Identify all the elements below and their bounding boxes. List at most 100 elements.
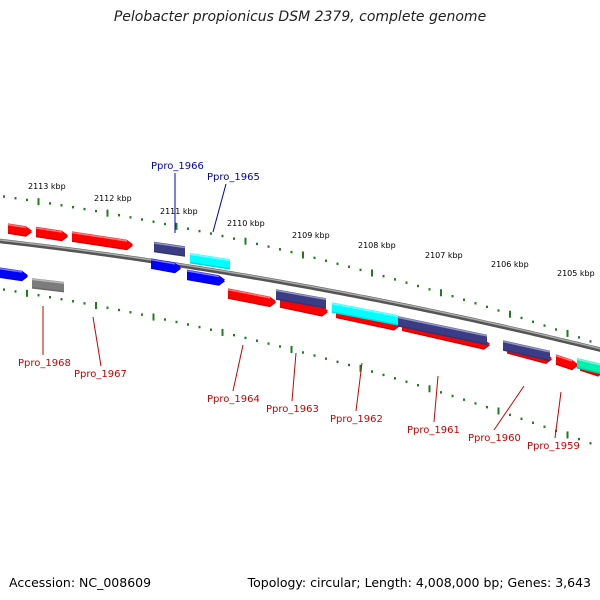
scale-tick-minor bbox=[221, 234, 224, 238]
scale-tick-minor bbox=[267, 342, 270, 345]
scale-tick-minor bbox=[474, 402, 477, 405]
scale-tick-minor bbox=[451, 394, 454, 398]
gene-red-fwd[interactable] bbox=[71, 231, 133, 251]
gene-label[interactable]: Ppro_1961 bbox=[407, 425, 460, 436]
scale-tick-major bbox=[37, 198, 40, 206]
scale-tick-minor bbox=[141, 218, 143, 221]
backbone-highlight bbox=[0, 239, 600, 350]
gene-body bbox=[503, 340, 550, 360]
kbp-label: 2112 kbp bbox=[94, 194, 132, 203]
scale-tick-minor bbox=[26, 198, 28, 202]
gene-highlight bbox=[186, 270, 220, 278]
scale-tick-minor bbox=[382, 373, 385, 377]
scale-tick-minor bbox=[256, 242, 258, 246]
scale-tick-minor bbox=[106, 306, 109, 309]
scale-tick-minor bbox=[175, 320, 178, 324]
gene-red-fwd[interactable] bbox=[35, 226, 68, 242]
scale-tick-major bbox=[152, 313, 155, 321]
gene-ppro-1964[interactable] bbox=[227, 288, 276, 308]
scale-tick-minor bbox=[244, 336, 247, 340]
gene-body bbox=[36, 226, 68, 240]
leader-line bbox=[355, 362, 363, 412]
gene-red-rev[interactable] bbox=[555, 354, 578, 371]
gene-ppro-1960[interactable] bbox=[502, 340, 551, 362]
gene-label[interactable]: Ppro_1965 bbox=[207, 172, 260, 183]
gene-label[interactable]: Ppro_1968 bbox=[18, 358, 71, 369]
scale-tick-major bbox=[566, 431, 569, 439]
scale-tick-minor bbox=[14, 197, 17, 200]
scale-tick-minor bbox=[83, 207, 86, 211]
gene-label[interactable]: Ppro_1966 bbox=[151, 161, 204, 172]
scale-tick-minor bbox=[72, 205, 74, 209]
gene-ppro-1966[interactable] bbox=[153, 241, 186, 257]
gene-highlight bbox=[275, 289, 327, 301]
gene-label[interactable]: Ppro_1964 bbox=[207, 394, 260, 405]
scale-tick-minor bbox=[49, 296, 51, 299]
gene-highlight bbox=[71, 231, 128, 242]
scale-tick-major bbox=[566, 329, 569, 337]
gene-ppro-1962[interactable] bbox=[331, 302, 399, 326]
scale-tick-minor bbox=[164, 222, 166, 226]
gene-highlight bbox=[0, 267, 23, 273]
scale-tick-minor bbox=[210, 232, 212, 235]
scale-tick-minor bbox=[348, 363, 350, 367]
scale-tick-major bbox=[175, 222, 178, 230]
scale-tick-major bbox=[428, 385, 431, 393]
leader-line bbox=[92, 316, 102, 367]
scale-tick-minor bbox=[417, 284, 419, 288]
genome-backbone bbox=[0, 238, 600, 352]
scale-tick-minor bbox=[509, 413, 511, 417]
gene-highlight bbox=[35, 227, 63, 233]
leader-line bbox=[554, 391, 562, 439]
gene-body bbox=[398, 316, 487, 344]
scale-tick-major bbox=[440, 289, 442, 297]
gene-ppro-1961[interactable] bbox=[397, 316, 488, 346]
kbp-label: 2108 kbp bbox=[358, 241, 396, 250]
gene-red-fwd[interactable] bbox=[7, 223, 32, 237]
scale-tick-minor bbox=[543, 425, 546, 428]
gene-body bbox=[332, 302, 398, 325]
leader-line bbox=[232, 344, 244, 392]
scale-tick-minor bbox=[520, 316, 523, 320]
gene-body bbox=[72, 231, 133, 249]
scale-tick-minor bbox=[428, 288, 431, 291]
scale-tick-minor bbox=[520, 417, 523, 420]
gene-ppro-1965[interactable] bbox=[189, 253, 231, 270]
scale-tick-major bbox=[290, 345, 293, 353]
gene-label[interactable]: Ppro_1960 bbox=[468, 433, 521, 444]
scale-tick-minor bbox=[313, 256, 316, 260]
gene-highlight bbox=[150, 258, 176, 265]
gene-blue-rev[interactable] bbox=[0, 267, 28, 282]
kbp-label: 2106 kbp bbox=[491, 260, 529, 269]
gene-label[interactable]: Ppro_1962 bbox=[330, 414, 383, 425]
scale-tick-minor bbox=[589, 340, 592, 343]
gene-label[interactable]: Ppro_1967 bbox=[74, 369, 127, 380]
scale-tick-minor bbox=[486, 405, 488, 409]
gene-highlight bbox=[397, 316, 488, 337]
gene-label[interactable]: Ppro_1959 bbox=[527, 441, 580, 452]
scale-tick-minor bbox=[463, 298, 465, 301]
gene-blue-fwd[interactable] bbox=[150, 258, 181, 274]
gene-ppro-1963[interactable] bbox=[275, 289, 327, 309]
gene-body bbox=[190, 253, 230, 269]
leader-line bbox=[291, 352, 297, 402]
scale-tick-minor bbox=[95, 209, 97, 213]
gene-label[interactable]: Ppro_1963 bbox=[266, 404, 319, 415]
kbp-label: 2110 kbp bbox=[227, 219, 265, 228]
gene-blue-fwd[interactable] bbox=[186, 269, 225, 286]
scale-tick-minor bbox=[3, 195, 5, 198]
scale-tick-minor bbox=[72, 300, 74, 303]
scale-tick-minor bbox=[256, 339, 258, 342]
gene-highlight bbox=[227, 288, 271, 299]
scale-tick-minor bbox=[37, 294, 40, 297]
gene-body bbox=[276, 289, 326, 308]
scale-tick-minor bbox=[336, 360, 339, 364]
kbp-label: 2113 kbp bbox=[28, 182, 66, 191]
scale-tick-minor bbox=[555, 328, 557, 331]
accession-text: Accession: NC_008609 bbox=[9, 575, 152, 590]
scale-tick-minor bbox=[578, 437, 580, 441]
gene-ppro-1968[interactable] bbox=[31, 278, 65, 293]
scale-tick-minor bbox=[359, 268, 362, 272]
scale-tick-minor bbox=[279, 345, 281, 348]
scale-tick-minor bbox=[348, 265, 350, 268]
